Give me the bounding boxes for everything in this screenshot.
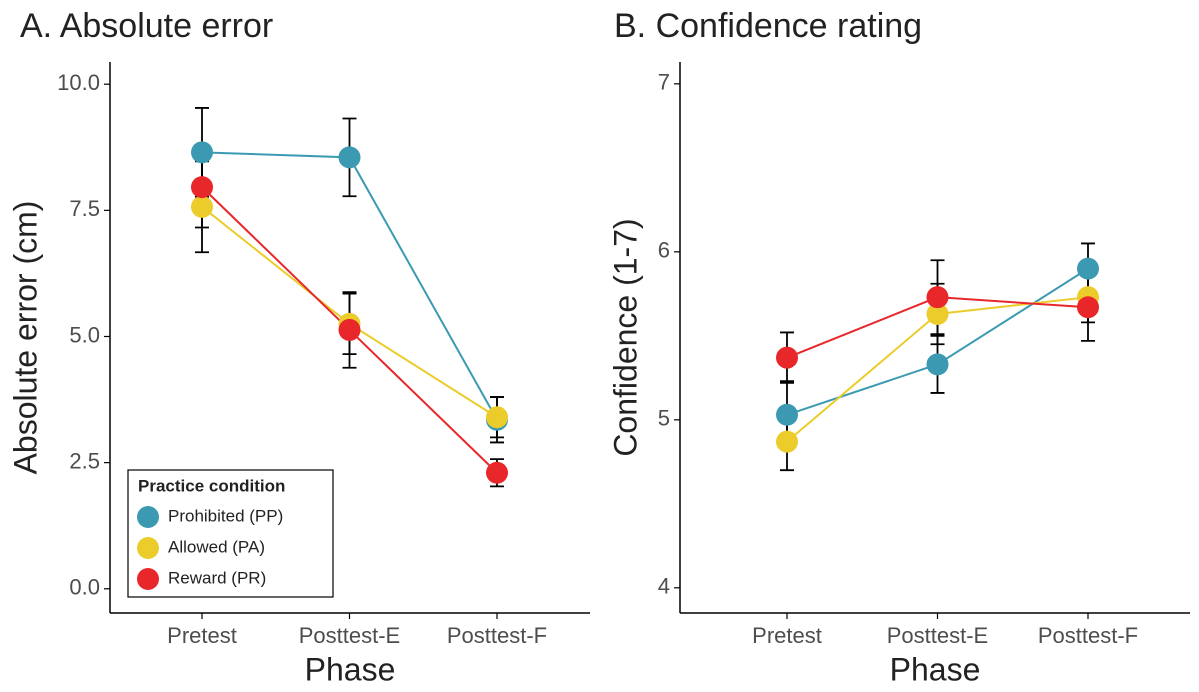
point — [338, 318, 361, 341]
point — [191, 141, 213, 164]
y-tick-label: 6 — [658, 238, 670, 263]
x-axis-title: Phase — [305, 651, 396, 687]
point — [776, 430, 798, 453]
chart-panel: B. Confidence rating 4 5 6 7 Pretest Posttest-… — [607, 7, 1190, 687]
y-tick-label: 7.5 — [69, 196, 100, 221]
point — [776, 403, 798, 426]
x-axis-title: Phase — [890, 651, 981, 687]
point — [926, 302, 949, 325]
x-tick-label: Posttest-F — [1038, 623, 1138, 648]
legend-title: Practice condition — [138, 476, 285, 495]
point — [191, 195, 213, 218]
chart-panel: A. Absolute error 0.0 2.5 5.0 7.5 10.0 Pretest… — [7, 7, 590, 687]
point — [486, 461, 508, 484]
x-tick-label: Posttest-E — [299, 623, 400, 648]
legend-label: Reward (PR) — [168, 568, 266, 587]
legend: Practice condition Prohibited (PP) Allowed… — [127, 469, 334, 598]
point — [1077, 296, 1099, 319]
x-tick-label: Posttest-E — [887, 623, 988, 648]
legend-label: Allowed (PA) — [168, 537, 265, 556]
point — [926, 286, 949, 309]
y-axis-title: Confidence (1-7) — [607, 218, 643, 456]
legend-label: Prohibited (PP) — [168, 506, 283, 525]
point — [776, 346, 798, 369]
point — [926, 353, 949, 376]
x-tick-label: Pretest — [752, 623, 822, 648]
legend-marker — [137, 568, 159, 590]
legend-marker — [137, 537, 159, 559]
point — [191, 176, 213, 199]
legend-marker — [137, 506, 159, 528]
y-tick-label: 4 — [658, 574, 670, 599]
legend-box — [127, 469, 334, 598]
point — [486, 406, 508, 429]
y-tick-label: 2.5 — [69, 448, 100, 473]
x-tick-label: Posttest-F — [447, 623, 547, 648]
y-tick-label: 5 — [658, 406, 670, 431]
point — [338, 146, 361, 169]
y-tick-label: 5.0 — [69, 322, 100, 347]
y-tick-label: 0.0 — [69, 575, 100, 600]
x-tick-label: Pretest — [167, 623, 237, 648]
y-tick-label: 10.0 — [57, 70, 100, 95]
point — [1077, 257, 1099, 280]
chart-title: A. Absolute error — [20, 7, 273, 45]
y-axis-title: Absolute error (cm) — [7, 201, 43, 475]
chart-title: B. Confidence rating — [614, 7, 922, 45]
y-tick-label: 7 — [658, 70, 670, 95]
